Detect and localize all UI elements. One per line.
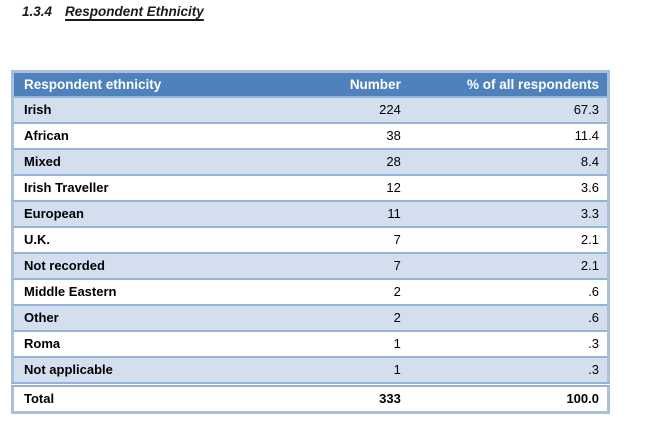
column-header-ethnicity: Respondent ethnicity — [24, 77, 162, 92]
number-cell: 28 — [386, 154, 401, 169]
table-body: Irish 224 67.3 African 38 11.4 Mixed 28 … — [12, 97, 609, 413]
percent-cell: 8.4 — [580, 154, 599, 169]
table-row: African 38 11.4 — [12, 123, 609, 149]
total-label-cell: Total — [24, 391, 55, 406]
table-row: Roma 1 .3 — [12, 331, 609, 357]
percent-cell: .3 — [588, 336, 599, 351]
table-row: European 11 3.3 — [12, 201, 609, 227]
section-heading: 1.3.4 Respondent Ethnicity — [22, 4, 204, 19]
ethnicity-cell: Other — [24, 310, 59, 325]
number-cell: 1 — [393, 362, 401, 377]
percent-cell: 2.1 — [580, 258, 599, 273]
ethnicity-cell: U.K. — [24, 232, 50, 247]
ethnicity-cell: Roma — [24, 336, 61, 351]
percent-cell: .6 — [588, 284, 599, 299]
total-row: Total 333 100.0 — [12, 384, 609, 413]
table-row: Middle Eastern 2 .6 — [12, 279, 609, 305]
percent-cell: 3.6 — [580, 180, 599, 195]
table-row: Mixed 28 8.4 — [12, 149, 609, 175]
table-row: Not applicable 1 .3 — [12, 357, 609, 385]
number-cell: 11 — [387, 206, 401, 221]
ethnicity-cell: Irish Traveller — [24, 180, 109, 195]
table-row: Irish 224 67.3 — [12, 97, 609, 123]
number-cell: 38 — [386, 128, 401, 143]
percent-cell: 67.3 — [573, 102, 599, 117]
table-row: Not recorded 7 2.1 — [12, 253, 609, 279]
ethnicity-cell: Not applicable — [24, 362, 113, 377]
number-cell: 2 — [393, 310, 401, 325]
section-number: 1.3.4 — [22, 4, 53, 19]
number-cell: 7 — [393, 232, 401, 247]
total-number-cell: 333 — [379, 391, 401, 406]
table-row: Irish Traveller 12 3.6 — [12, 175, 609, 201]
ethnicity-table: Respondent ethnicity Number % of all res… — [11, 70, 610, 414]
number-cell: 2 — [393, 284, 401, 299]
percent-cell: .6 — [588, 310, 599, 325]
number-cell: 1 — [393, 336, 401, 351]
column-header-percent: % of all respondents — [466, 77, 599, 92]
ethnicity-cell: African — [24, 128, 69, 143]
ethnicity-cell: European — [24, 206, 84, 221]
percent-cell: 2.1 — [580, 232, 599, 247]
ethnicity-cell: Not recorded — [24, 258, 105, 273]
ethnicity-cell: Middle Eastern — [24, 284, 117, 299]
ethnicity-cell: Mixed — [24, 154, 61, 169]
section-title: Respondent Ethnicity — [65, 4, 204, 19]
column-header-number: Number — [349, 77, 401, 92]
percent-cell: 3.3 — [580, 206, 599, 221]
header-row: Respondent ethnicity Number % of all res… — [12, 71, 609, 97]
number-cell: 224 — [379, 102, 401, 117]
table-header: Respondent ethnicity Number % of all res… — [12, 71, 609, 97]
table-row: Other 2 .6 — [12, 305, 609, 331]
number-cell: 12 — [386, 180, 401, 195]
number-cell: 7 — [393, 258, 401, 273]
total-percent-cell: 100.0 — [566, 391, 599, 406]
table-row: U.K. 7 2.1 — [12, 227, 609, 253]
ethnicity-cell: Irish — [24, 102, 52, 117]
percent-cell: .3 — [588, 362, 599, 377]
percent-cell: 11.4 — [574, 128, 599, 143]
